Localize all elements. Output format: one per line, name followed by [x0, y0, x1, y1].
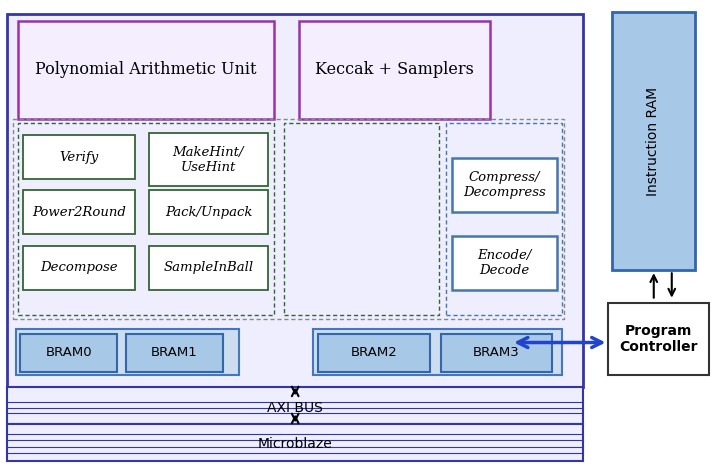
Bar [23, 135, 135, 179]
Bar [18, 123, 274, 315]
Text: BRAM1: BRAM1 [151, 346, 198, 359]
Bar [452, 158, 557, 212]
Text: Pack/Unpack: Pack/Unpack [165, 206, 252, 219]
Bar [16, 329, 239, 375]
Text: Instruction RAM: Instruction RAM [647, 86, 660, 196]
Text: BRAM2: BRAM2 [351, 346, 397, 359]
Text: Power2Round: Power2Round [32, 206, 126, 219]
Bar [612, 12, 695, 270]
Bar [7, 14, 583, 387]
Text: Encode/
Decode: Encode/ Decode [477, 249, 531, 277]
Bar [318, 334, 430, 372]
Bar [7, 387, 583, 424]
Text: Program
Controller: Program Controller [619, 324, 698, 354]
Bar [149, 190, 268, 234]
Text: SampleInBall: SampleInBall [163, 261, 253, 274]
Bar [441, 334, 552, 372]
Bar [13, 119, 564, 319]
Bar [23, 246, 135, 290]
Bar [149, 246, 268, 290]
Text: BRAM3: BRAM3 [473, 346, 520, 359]
Text: Decompose: Decompose [40, 261, 117, 274]
Text: AXI BUS: AXI BUS [267, 401, 323, 415]
Text: BRAM0: BRAM0 [45, 346, 92, 359]
Text: Keccak + Samplers: Keccak + Samplers [315, 62, 474, 78]
Bar [23, 190, 135, 234]
Bar [299, 21, 490, 119]
Bar [452, 236, 557, 290]
Bar [18, 21, 274, 119]
Bar [608, 303, 709, 375]
Text: Compress/
Decompress: Compress/ Decompress [463, 171, 546, 199]
Bar [20, 334, 117, 372]
Bar [126, 334, 223, 372]
Text: MakeHint/
UseHint: MakeHint/ UseHint [173, 145, 244, 174]
Text: Microblaze: Microblaze [258, 437, 333, 451]
Text: Verify: Verify [59, 151, 99, 164]
Text: Polynomial Arithmetic Unit: Polynomial Arithmetic Unit [35, 62, 256, 78]
Bar [284, 123, 439, 315]
Bar [446, 123, 562, 315]
Bar [7, 424, 583, 461]
Bar [149, 133, 268, 186]
Bar [313, 329, 562, 375]
